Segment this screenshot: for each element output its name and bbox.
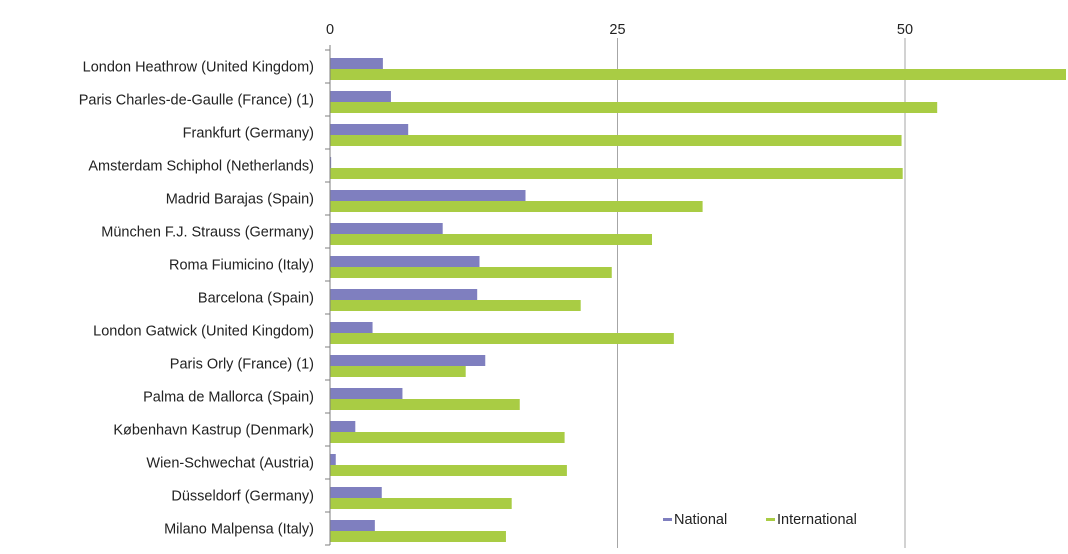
bar-national-6	[330, 256, 480, 267]
category-label: Roma Fiumicino (Italy)	[169, 258, 314, 274]
bar-international-2	[330, 135, 902, 146]
legend-label-international: International	[777, 512, 857, 528]
x-tick-label: 0	[326, 22, 334, 38]
legend-swatch-national	[663, 518, 672, 521]
category-label: Amsterdam Schiphol (Netherlands)	[88, 159, 314, 175]
bar-international-1	[330, 102, 938, 113]
bar-national-3	[330, 157, 332, 168]
x-tick-label: 50	[897, 22, 913, 38]
bar-international-7	[330, 300, 581, 311]
bars	[330, 58, 1066, 542]
category-label: Düsseldorf (Germany)	[171, 489, 314, 505]
category-label: Palma de Mallorca (Spain)	[143, 390, 314, 406]
category-label: London Heathrow (United Kingdom)	[83, 60, 314, 76]
bar-international-14	[330, 531, 506, 542]
category-labels: London Heathrow (United Kingdom) Paris Ch…	[79, 60, 314, 538]
category-label: Wien-Schwechat (Austria)	[146, 456, 314, 472]
bar-international-0	[330, 69, 1066, 80]
bar-international-8	[330, 333, 674, 344]
bar-international-4	[330, 201, 703, 212]
category-label: München F.J. Strauss (Germany)	[101, 225, 314, 241]
bar-national-14	[330, 520, 375, 531]
x-tick-labels: 0 25 50	[326, 22, 913, 38]
category-label: Paris Orly (France) (1)	[170, 357, 314, 373]
category-label: København Kastrup (Denmark)	[113, 423, 314, 439]
category-label: London Gatwick (United Kingdom)	[93, 324, 314, 340]
bar-international-11	[330, 432, 565, 443]
bar-international-10	[330, 399, 520, 410]
bar-national-4	[330, 190, 526, 201]
category-label: Paris Charles-de-Gaulle (France) (1)	[79, 93, 314, 109]
bar-international-9	[330, 366, 466, 377]
bar-national-2	[330, 124, 409, 135]
bar-national-9	[330, 355, 486, 366]
bar-national-12	[330, 454, 336, 465]
bar-national-13	[330, 487, 382, 498]
bar-national-11	[330, 421, 356, 432]
category-label: Milano Malpensa (Italy)	[164, 522, 314, 538]
category-label: Frankfurt (Germany)	[183, 126, 314, 142]
bar-international-6	[330, 267, 612, 278]
bar-international-12	[330, 465, 567, 476]
bar-national-7	[330, 289, 478, 300]
bar-international-13	[330, 498, 512, 509]
bar-national-5	[330, 223, 443, 234]
bar-national-1	[330, 91, 391, 102]
legend: National International	[663, 512, 857, 528]
legend-label-national: National	[674, 512, 727, 528]
bar-national-0	[330, 58, 383, 69]
bar-international-3	[330, 168, 903, 179]
category-label: Barcelona (Spain)	[198, 291, 314, 307]
bar-international-5	[330, 234, 652, 245]
gridlines	[617, 38, 906, 548]
y-axis	[325, 45, 331, 546]
bar-national-10	[330, 388, 403, 399]
bar-national-8	[330, 322, 373, 333]
legend-swatch-international	[766, 518, 775, 521]
category-label: Madrid Barajas (Spain)	[166, 192, 314, 208]
x-tick-label: 25	[609, 22, 625, 38]
